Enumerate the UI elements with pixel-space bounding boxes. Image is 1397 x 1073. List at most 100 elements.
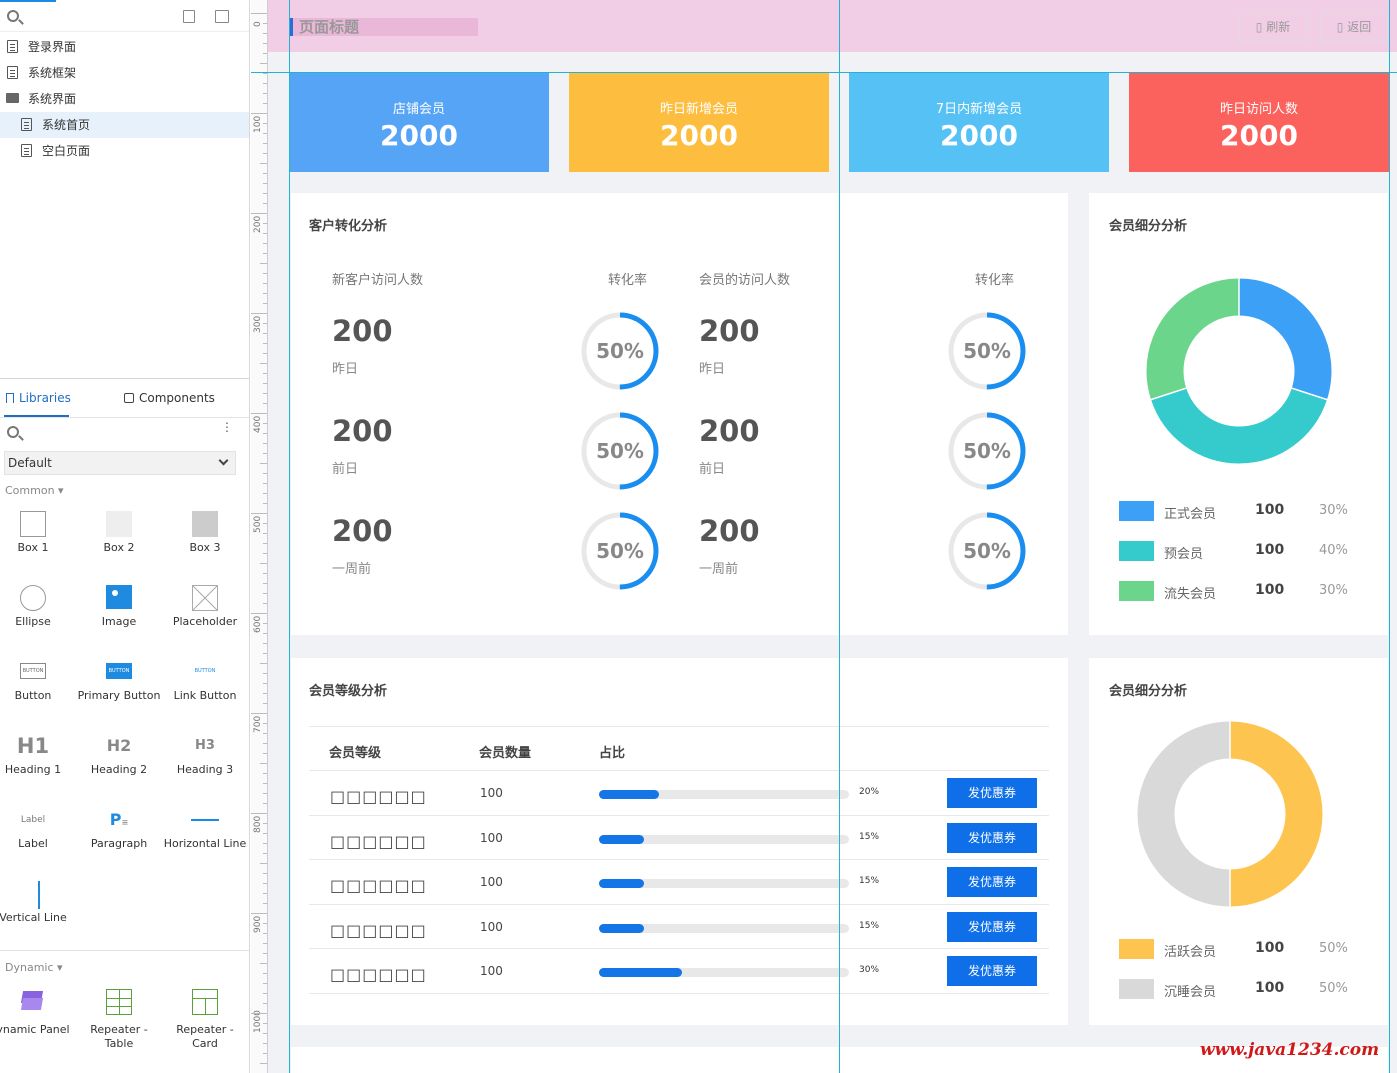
- segment-panel-2: 会员细分分析 活跃会员 100 50% 沉睡会员 100 50%: [1089, 658, 1388, 1025]
- visitor-count: 200: [699, 414, 760, 448]
- design-canvas[interactable]: 0 100 200 300 400 500 600 700 800 900 1000 页面标题 ▯ …: [251, 0, 1397, 1073]
- tab-active-indicator: [4, 415, 69, 417]
- add-folder-icon[interactable]: [215, 10, 229, 23]
- page-item-label: 空白页面: [42, 144, 91, 158]
- widget-12[interactable]: Label Label: [0, 801, 76, 873]
- primary-button-icon: BUTTON: [106, 659, 132, 679]
- ruler-label: 500: [253, 515, 263, 533]
- ruler-label: 200: [253, 215, 263, 233]
- more-options-icon[interactable]: ⋮: [221, 420, 233, 434]
- widget-0[interactable]: Box 1: [0, 505, 76, 577]
- level-name: □□□□□□: [330, 787, 427, 806]
- widget-11[interactable]: H3 Heading 3: [162, 727, 248, 799]
- watermark: www.java1234.com: [1200, 1040, 1380, 1060]
- components-icon: [124, 393, 134, 403]
- ruler-label: 300: [253, 315, 263, 333]
- period-label: 前日: [699, 462, 726, 477]
- new-visitor-rate-ring: 50%: [580, 311, 660, 391]
- library-select[interactable]: Default: [4, 451, 236, 475]
- ruler-tick: [263, 993, 267, 994]
- ring-label: 50%: [596, 339, 644, 363]
- add-page-icon[interactable]: [183, 10, 195, 23]
- col-rate-2: 转化率: [975, 273, 1015, 288]
- widget-14[interactable]: Horizontal Line: [162, 801, 248, 873]
- library-search-icon[interactable]: [7, 426, 19, 438]
- visitor-count: 200: [332, 414, 393, 448]
- ruler-tick: [260, 663, 267, 664]
- vertical-ruler[interactable]: 0 100 200 300 400 500 600 700 800 900 1000: [251, 0, 268, 1073]
- tab-libraries[interactable]: Libraries: [6, 391, 71, 405]
- visitor-count: 200: [332, 514, 393, 548]
- widget-13[interactable]: P≡ Paragraph: [76, 801, 162, 873]
- page-item-2[interactable]: 系统界面: [0, 86, 249, 112]
- widget-9[interactable]: H1 Heading 1: [0, 727, 76, 799]
- repeater-table-icon: [106, 989, 132, 1015]
- ruler-tick: [263, 133, 267, 134]
- ruler-tick: [263, 983, 267, 984]
- ruler-tick: [263, 1043, 267, 1044]
- ruler-tick: [263, 1023, 267, 1024]
- dynamic-widget-0[interactable]: ynamic Panel: [0, 983, 76, 1055]
- page-item-label: 系统首页: [42, 118, 91, 132]
- guide-horizontal[interactable]: [251, 72, 1397, 73]
- ruler-tick: [263, 683, 267, 684]
- ruler-tick: [263, 573, 267, 574]
- guide-vertical-3[interactable]: [1389, 0, 1390, 1073]
- ruler-tick: [251, 1013, 267, 1014]
- guide-vertical-1[interactable]: [289, 0, 290, 1073]
- button-icon: BUTTON: [20, 659, 46, 679]
- widget-3[interactable]: Ellipse: [0, 579, 76, 651]
- ruler-tick: [263, 473, 267, 474]
- legend-label: 预会员: [1164, 547, 1204, 562]
- ruler-tick: [263, 1003, 267, 1004]
- section-dynamic[interactable]: Dynamic ▾: [5, 961, 63, 974]
- ruler-tick: [263, 933, 267, 934]
- tab-components[interactable]: Components: [124, 391, 215, 405]
- table-top-line: [309, 726, 1049, 727]
- page-item-3[interactable]: 系统首页: [0, 112, 249, 138]
- guide-vertical-2[interactable]: [839, 0, 840, 1073]
- ruler-tick: [263, 73, 267, 74]
- segment1-title: 会员细分分析: [1109, 219, 1188, 234]
- ruler-tick: [263, 823, 267, 824]
- page-item-1[interactable]: 系统框架: [0, 60, 249, 86]
- widget-8[interactable]: BUTTON Link Button: [162, 653, 248, 725]
- page-item-label: 登录界面: [28, 40, 77, 54]
- stat-card: 7日内新增会员 2000: [849, 72, 1109, 172]
- widget-10[interactable]: H2 Heading 2: [76, 727, 162, 799]
- send-coupon-button[interactable]: 发优惠券: [947, 911, 1037, 942]
- widget-7[interactable]: BUTTON Primary Button: [76, 653, 162, 725]
- widget-15[interactable]: Vertical Line: [0, 875, 76, 947]
- search-icon[interactable]: [7, 10, 19, 22]
- ring-label: 50%: [596, 539, 644, 563]
- widget-1[interactable]: Box 2: [76, 505, 162, 577]
- back-button[interactable]: ▯ 返回: [1320, 13, 1388, 41]
- dynamic-widget-1[interactable]: Repeater - Table: [76, 983, 162, 1055]
- ruler-tick: [263, 603, 267, 604]
- visitor-count: 200: [332, 314, 393, 348]
- section-common[interactable]: Common ▾: [5, 484, 64, 497]
- legend-swatch: [1119, 541, 1154, 561]
- dynamic-widget-2[interactable]: Repeater - Card: [162, 983, 248, 1055]
- ruler-label: 700: [253, 715, 263, 733]
- send-coupon-button[interactable]: 发优惠券: [947, 778, 1037, 808]
- refresh-button[interactable]: ▯ 刷新: [1239, 13, 1307, 41]
- page-item-label: 系统框架: [28, 66, 77, 80]
- widget-4[interactable]: Image: [76, 579, 162, 651]
- send-coupon-button[interactable]: 发优惠券: [947, 867, 1037, 898]
- widget-label: Button: [14, 689, 52, 702]
- page-item-4[interactable]: 空白页面: [0, 138, 249, 164]
- period-label: 昨日: [332, 362, 359, 377]
- widget-5[interactable]: Placeholder: [162, 579, 248, 651]
- box-icon: [20, 511, 46, 537]
- page-item-0[interactable]: 登录界面: [0, 34, 249, 60]
- widget-6[interactable]: BUTTON Button: [0, 653, 76, 725]
- ruler-tick: [263, 323, 267, 324]
- send-coupon-button[interactable]: 发优惠券: [947, 822, 1037, 853]
- send-coupon-button[interactable]: 发优惠券: [947, 956, 1037, 987]
- widget-2[interactable]: Box 3: [162, 505, 248, 577]
- ruler-label: 100: [253, 115, 263, 133]
- ring-label: 50%: [596, 439, 644, 463]
- ruler-tick: [263, 373, 267, 374]
- widget-label: Link Button: [173, 689, 237, 702]
